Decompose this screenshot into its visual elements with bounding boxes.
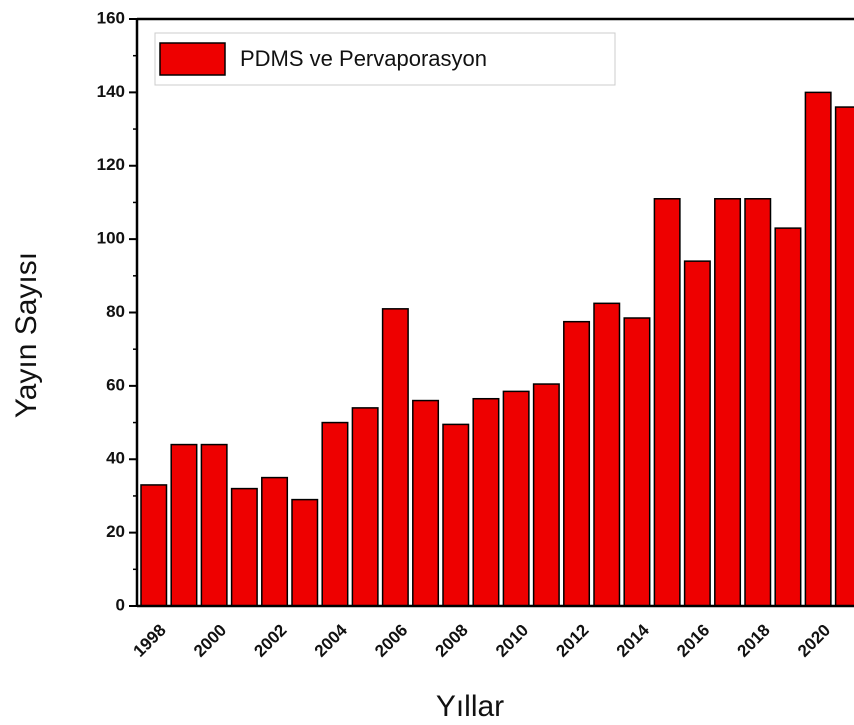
- bar: [653, 198, 681, 607]
- x-tick-label: 2000: [190, 621, 230, 661]
- bar: [593, 302, 621, 607]
- x-tick-label: 2020: [794, 621, 834, 661]
- x-tick-label: 2008: [432, 621, 472, 661]
- bar: [714, 198, 742, 607]
- x-tick-label: 2018: [734, 621, 774, 661]
- bar: [291, 498, 319, 607]
- y-tick-label: 40: [106, 449, 125, 468]
- y-axis-title: Yayın Sayısı: [10, 252, 43, 418]
- y-tick-label: 0: [116, 595, 125, 614]
- bar: [502, 390, 530, 607]
- legend-label: PDMS ve Pervaporasyon: [240, 46, 487, 71]
- bar: [472, 397, 500, 607]
- bar: [623, 317, 651, 607]
- legend-swatch: [159, 42, 226, 76]
- bar: [321, 421, 349, 607]
- bar: [140, 484, 168, 607]
- bar: [834, 106, 854, 607]
- plot-area: [140, 91, 854, 607]
- bar: [351, 407, 379, 607]
- y-tick-label: 120: [97, 155, 125, 174]
- bar: [532, 383, 560, 607]
- bar: [170, 443, 198, 607]
- y-tick-label: 160: [97, 8, 125, 27]
- bar: [774, 227, 802, 607]
- x-tick-label: 2010: [492, 621, 532, 661]
- bar: [744, 198, 772, 607]
- bar: [804, 91, 832, 607]
- y-tick-label: 100: [97, 229, 125, 248]
- x-tick-label: 1998: [130, 621, 170, 661]
- bar: [442, 423, 470, 607]
- x-tick-label: 2006: [371, 621, 411, 661]
- y-tick-label: 80: [106, 302, 125, 321]
- legend-box: [154, 32, 616, 86]
- x-tick-label: 2002: [250, 621, 290, 661]
- y-tick-label: 20: [106, 522, 125, 541]
- x-tick-label: 2012: [552, 621, 592, 661]
- bar: [381, 308, 409, 607]
- bar: [230, 487, 258, 607]
- x-tick-label: 2004: [311, 620, 352, 661]
- y-tick-label: 140: [97, 82, 125, 101]
- bar: [412, 399, 440, 607]
- x-tick-label: 2014: [613, 620, 654, 661]
- bar: [200, 443, 228, 607]
- x-axis-title: Yıllar: [436, 690, 504, 723]
- x-tick-label: 2016: [673, 621, 713, 661]
- bar: [563, 320, 591, 607]
- bar: [261, 476, 289, 607]
- bar: [683, 260, 711, 607]
- y-tick-label: 60: [106, 375, 125, 394]
